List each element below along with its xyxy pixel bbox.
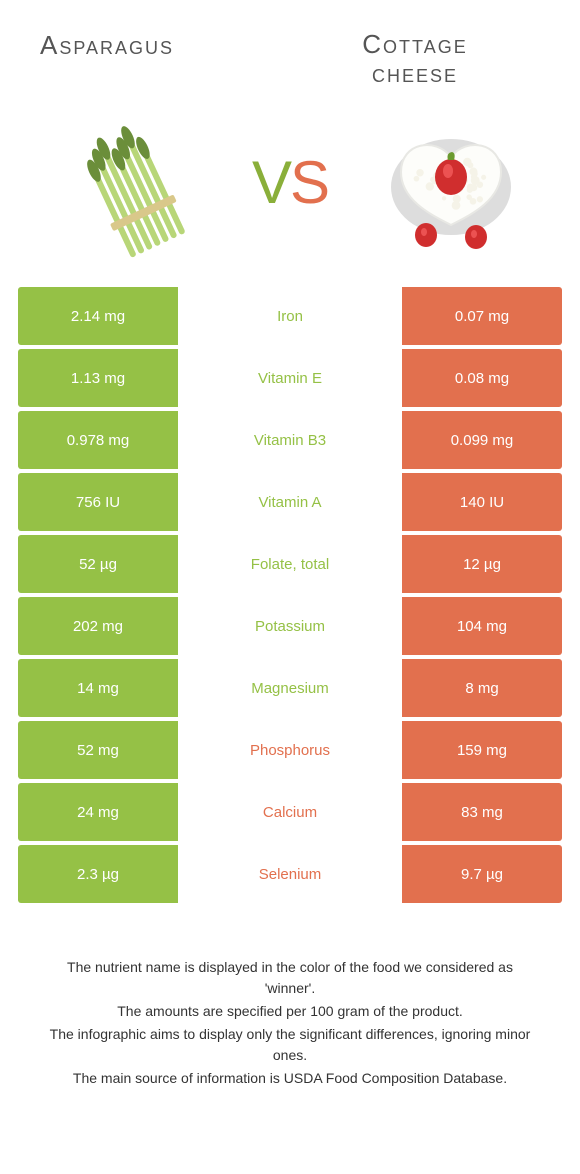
right-value: 0.07 mg [402,287,562,345]
table-row: 1.13 mgVitamin E0.08 mg [18,349,562,407]
right-value: 140 IU [402,473,562,531]
right-value: 0.099 mg [402,411,562,469]
right-food-title: Cottage cheese [290,30,540,87]
left-value: 756 IU [18,473,178,531]
table-row: 2.3 µgSelenium9.7 µg [18,845,562,903]
asparagus-image [54,107,204,257]
table-row: 24 mgCalcium83 mg [18,783,562,841]
nutrient-table: 2.14 mgIron0.07 mg1.13 mgVitamin E0.08 m… [0,287,580,903]
footer-line-2: The amounts are specified per 100 gram o… [40,1001,540,1022]
vs-v: V [252,149,290,216]
left-value: 202 mg [18,597,178,655]
nutrient-name: Magnesium [178,659,402,717]
right-value: 0.08 mg [402,349,562,407]
right-value: 9.7 µg [402,845,562,903]
right-value: 12 µg [402,535,562,593]
vs-s: S [290,149,328,216]
right-value: 83 mg [402,783,562,841]
table-row: 756 IUVitamin A140 IU [18,473,562,531]
left-value: 52 mg [18,721,178,779]
header: Asparagus Cottage cheese [0,0,580,97]
nutrient-name: Vitamin B3 [178,411,402,469]
right-title-line2: cheese [372,58,458,88]
left-value: 24 mg [18,783,178,841]
nutrient-name: Calcium [178,783,402,841]
vs-label: VS [252,148,328,217]
nutrient-name: Vitamin A [178,473,402,531]
table-row: 52 µgFolate, total12 µg [18,535,562,593]
cottage-cheese-image [376,107,526,257]
nutrient-name: Phosphorus [178,721,402,779]
table-row: 2.14 mgIron0.07 mg [18,287,562,345]
nutrient-name: Vitamin E [178,349,402,407]
right-value: 8 mg [402,659,562,717]
left-food-title: Asparagus [40,30,290,61]
left-value: 52 µg [18,535,178,593]
table-row: 52 mgPhosphorus159 mg [18,721,562,779]
footer-line-1: The nutrient name is displayed in the co… [40,957,540,999]
left-value: 1.13 mg [18,349,178,407]
left-value: 14 mg [18,659,178,717]
left-value: 2.3 µg [18,845,178,903]
table-row: 0.978 mgVitamin B30.099 mg [18,411,562,469]
right-value: 104 mg [402,597,562,655]
left-value: 2.14 mg [18,287,178,345]
footer-notes: The nutrient name is displayed in the co… [0,907,580,1111]
images-row: VS [0,97,580,287]
footer-line-3: The infographic aims to display only the… [40,1024,540,1066]
right-title-line1: Cottage [362,29,467,59]
nutrient-name: Potassium [178,597,402,655]
table-row: 14 mgMagnesium8 mg [18,659,562,717]
nutrient-name: Iron [178,287,402,345]
right-value: 159 mg [402,721,562,779]
nutrient-name: Folate, total [178,535,402,593]
nutrient-name: Selenium [178,845,402,903]
left-value: 0.978 mg [18,411,178,469]
footer-line-4: The main source of information is USDA F… [40,1068,540,1089]
table-row: 202 mgPotassium104 mg [18,597,562,655]
